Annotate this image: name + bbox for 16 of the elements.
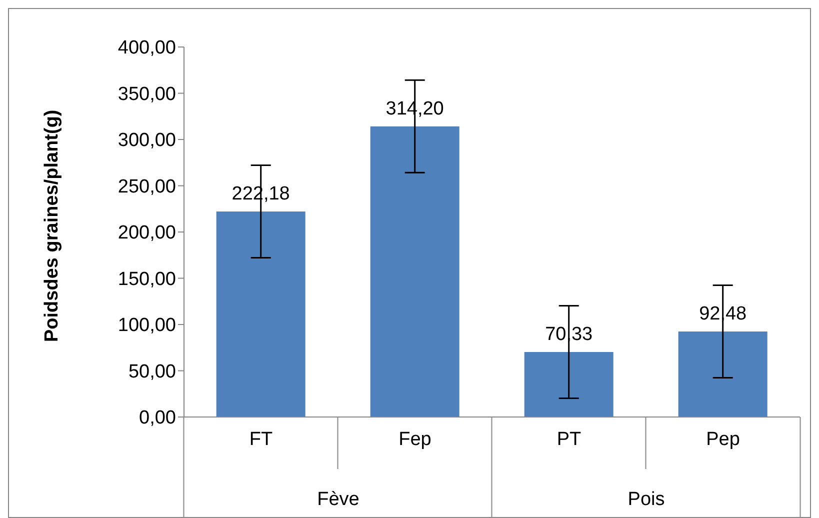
y-tick-label: 0,00 [139, 408, 176, 429]
y-tick-label: 350,00 [118, 84, 176, 105]
text: Pois [628, 489, 665, 510]
x-tick-label: FT [249, 429, 273, 450]
y-tick-label: 250,00 [118, 176, 176, 198]
y-tick-label: 200,00 [118, 222, 176, 244]
text: Fève [317, 489, 360, 510]
x-tick-label: Pep [706, 429, 740, 450]
y-axis-title: Poidsdes graines/plant(g) [42, 110, 63, 342]
y-tick-label: 300,00 [118, 130, 176, 152]
y-tick-label: 100,00 [118, 315, 176, 336]
y-tick-label: 50,00 [128, 361, 176, 382]
y-tick-label: 150,00 [118, 268, 176, 290]
x-tick-label: PT [556, 429, 582, 450]
y-tick-label: 400,00 [118, 38, 176, 59]
x-tick-label: Fep [398, 429, 432, 450]
